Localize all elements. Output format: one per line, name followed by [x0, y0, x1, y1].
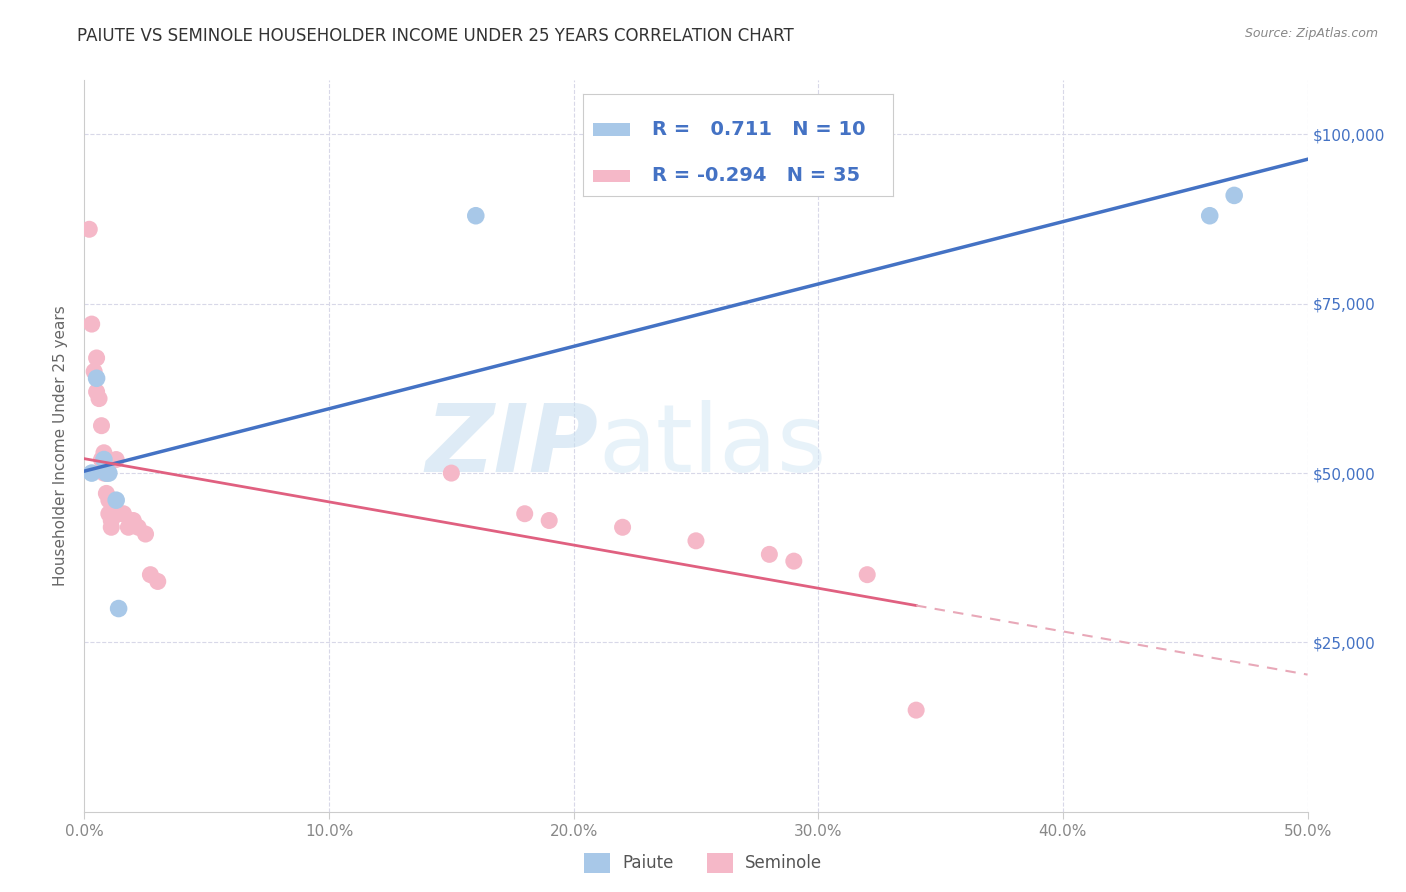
Text: ZIP: ZIP	[425, 400, 598, 492]
Point	[538, 514, 561, 528]
Point	[464, 209, 486, 223]
Point	[80, 466, 103, 480]
Point	[758, 547, 780, 561]
Point	[97, 493, 120, 508]
FancyBboxPatch shape	[593, 123, 630, 136]
Text: R =   0.711   N = 10: R = 0.711 N = 10	[651, 120, 865, 139]
Point	[107, 601, 129, 615]
Point	[856, 567, 879, 582]
Point	[96, 486, 118, 500]
Point	[612, 520, 634, 534]
Point	[905, 703, 928, 717]
Point	[117, 520, 139, 534]
Point	[112, 507, 135, 521]
Point	[97, 507, 120, 521]
Point	[96, 466, 118, 480]
Text: atlas: atlas	[598, 400, 827, 492]
Point	[139, 567, 162, 582]
Y-axis label: Householder Income Under 25 years: Householder Income Under 25 years	[53, 306, 69, 586]
FancyBboxPatch shape	[593, 169, 630, 182]
Point	[96, 466, 118, 480]
Point	[86, 371, 108, 385]
Point	[1198, 209, 1220, 223]
Point	[100, 520, 122, 534]
Point	[90, 418, 112, 433]
Legend: Paiute, Seminole: Paiute, Seminole	[576, 847, 830, 880]
Point	[77, 222, 100, 236]
Point	[127, 520, 149, 534]
Text: R = -0.294   N = 35: R = -0.294 N = 35	[651, 166, 859, 186]
Point	[93, 452, 115, 467]
Point	[93, 466, 115, 480]
Point	[107, 507, 129, 521]
Point	[86, 384, 108, 399]
Point	[87, 392, 110, 406]
Text: Source: ZipAtlas.com: Source: ZipAtlas.com	[1244, 27, 1378, 40]
Point	[90, 452, 112, 467]
Point	[783, 554, 806, 568]
Point	[105, 452, 128, 467]
Text: PAIUTE VS SEMINOLE HOUSEHOLDER INCOME UNDER 25 YEARS CORRELATION CHART: PAIUTE VS SEMINOLE HOUSEHOLDER INCOME UN…	[77, 27, 794, 45]
Point	[100, 514, 122, 528]
Point	[122, 514, 145, 528]
Point	[105, 493, 128, 508]
Point	[93, 446, 115, 460]
Point	[513, 507, 536, 521]
Point	[1223, 188, 1246, 202]
Point	[135, 527, 157, 541]
Point	[440, 466, 463, 480]
Point	[685, 533, 707, 548]
Point	[146, 574, 169, 589]
Point	[80, 317, 103, 331]
Point	[86, 351, 108, 365]
Point	[83, 364, 105, 378]
Point	[103, 500, 125, 514]
Point	[97, 466, 120, 480]
